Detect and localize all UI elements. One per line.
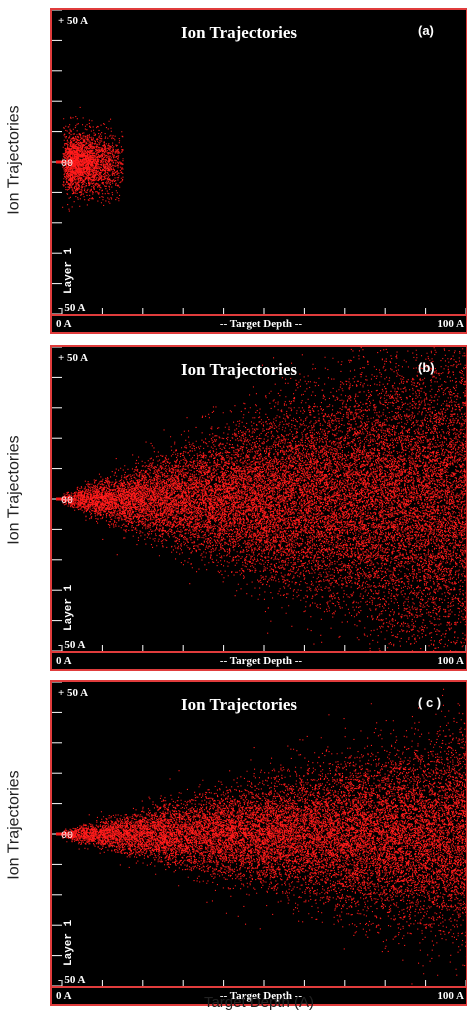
x-left-label: 0 A — [56, 990, 72, 1002]
scatter-series — [62, 688, 467, 985]
panel-label: ( c ) — [418, 695, 441, 710]
scatter-series — [62, 347, 467, 652]
y-top-label: + 50 A — [58, 15, 88, 27]
y-axis-label-c: Ion Trajectories — [2, 680, 28, 970]
panel-b: + 50 A - 50 A Ion Trajectories (b) 00 0 A 100 … — [50, 345, 467, 671]
plot-background — [50, 8, 467, 334]
x-left-label: 0 A — [56, 318, 72, 330]
y-axis-label-a: Ion Trajectories — [2, 10, 28, 310]
panel-title: Ion Trajectories — [181, 695, 297, 714]
panel-title: Ion Trajectories — [181, 360, 297, 379]
ion-trajectory-plot: + 50 A - 50 A Ion Trajectories (b) 00 0 A 100 … — [50, 345, 467, 671]
y-axis-label-text: Ion Trajectories — [6, 105, 24, 215]
y-top-label: + 50 A — [58, 352, 88, 364]
side-label: Layer 1 — [63, 584, 75, 631]
x-axis-label: Target Depth (A) — [203, 994, 315, 1011]
x-right-label: 100 A — [437, 318, 464, 330]
x-axis-title: -- Target Depth -- — [220, 655, 303, 667]
ion-points — [62, 347, 467, 652]
y-bottom-label: - 50 A — [58, 639, 86, 651]
x-axis-ticks — [61, 645, 467, 651]
x-axis-title: -- Target Depth -- — [220, 990, 303, 1002]
x-left-label: 0 A — [56, 655, 72, 667]
panel-c: + 50 A - 50 A Ion Trajectories ( c ) 00 0 A 10… — [50, 680, 467, 1006]
x-right-label: 100 A — [437, 990, 464, 1002]
panel-label: (a) — [418, 23, 434, 38]
x-right-label: 100 A — [437, 655, 464, 667]
ion-points — [62, 106, 124, 212]
ion-trajectory-plot: + 50 A - 50 A Ion Trajectories (a) 00 0 A 100 … — [50, 8, 467, 334]
origin-label: 00 — [61, 496, 73, 507]
side-label: Layer 1 — [63, 919, 75, 966]
origin-label: 00 — [61, 159, 73, 170]
y-bottom-label: - 50 A — [58, 974, 86, 986]
x-axis-title: -- Target Depth -- — [220, 318, 303, 330]
ion-trajectory-plot: + 50 A - 50 A Ion Trajectories ( c ) 00 0 A 10… — [50, 680, 467, 1006]
ion-points — [62, 688, 467, 985]
scatter-series — [62, 106, 124, 212]
y-axis-label-text: Ion Trajectories — [6, 435, 24, 545]
x-axis-strip — [50, 986, 467, 1006]
y-top-label: + 50 A — [58, 687, 88, 699]
panel-title: Ion Trajectories — [181, 23, 297, 42]
side-label: Layer 1 — [63, 247, 75, 294]
y-axis-label-text: Ion Trajectories — [6, 770, 24, 880]
panel-label: (b) — [418, 360, 435, 375]
y-bottom-label: - 50 A — [58, 302, 86, 314]
x-axis-strip — [50, 651, 467, 671]
panel-a: + 50 A - 50 A Ion Trajectories (a) 00 0 A 100 … — [50, 8, 467, 334]
y-axis-label-b: Ion Trajectories — [2, 345, 28, 635]
x-axis-strip — [50, 314, 467, 334]
x-axis-ticks — [61, 980, 467, 986]
origin-label: 00 — [61, 831, 73, 842]
